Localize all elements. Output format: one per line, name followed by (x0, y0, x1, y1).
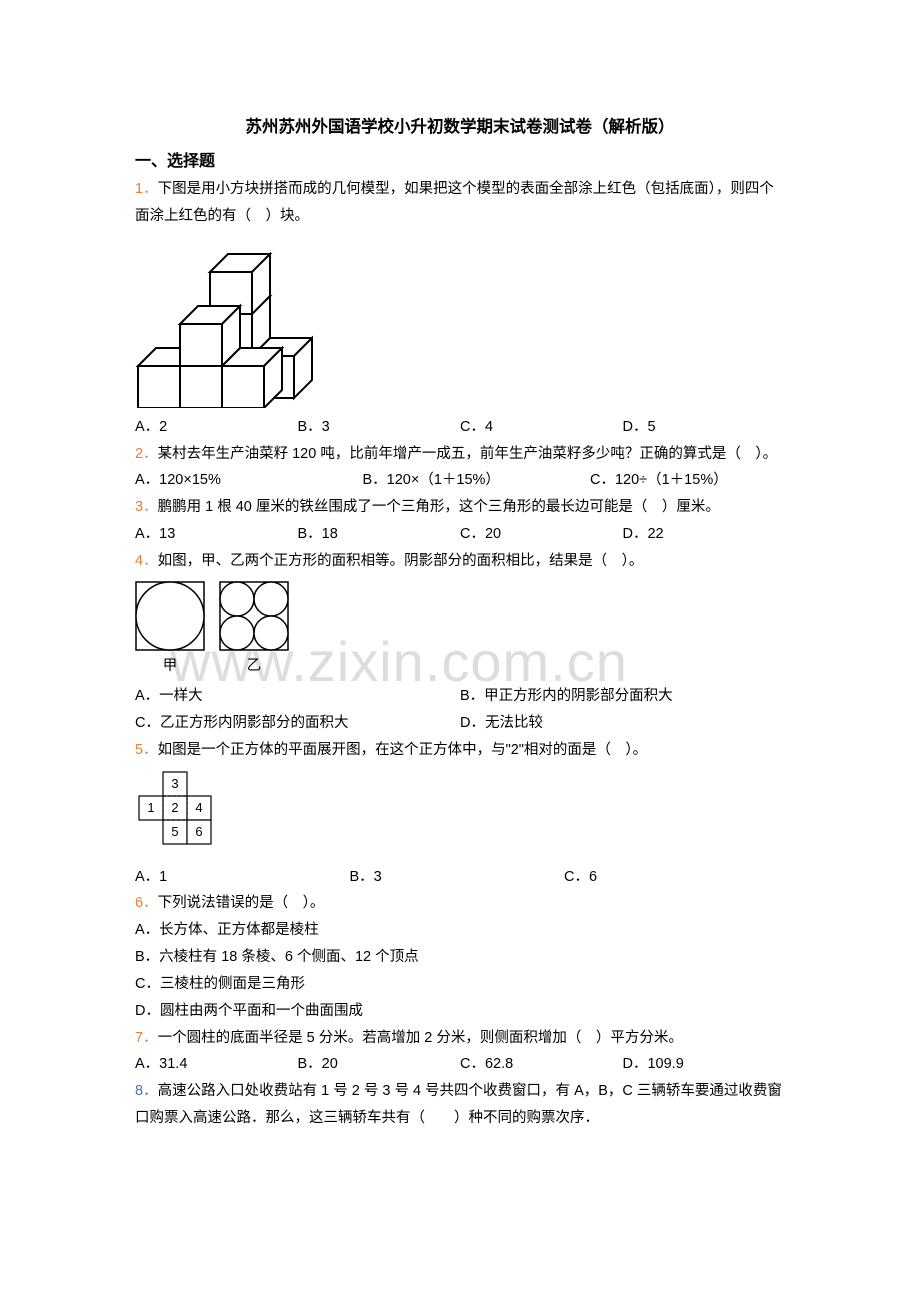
question-text: 如图，甲、乙两个正方形的面积相等。阴影部分的面积相比，结果是（ ）。 (158, 553, 644, 569)
page-title: 苏州苏州外国语学校小升初数学期末试卷测试卷（解析版） (135, 112, 785, 143)
cube-net: 3 1 2 4 5 6 (135, 770, 245, 848)
document-content: 苏州苏州外国语学校小升初数学期末试卷测试卷（解析版） 一、选择题 1．下图是用小… (135, 112, 785, 1132)
option-b: B．3 (298, 414, 461, 441)
question-number: 1． (135, 181, 158, 197)
question-number: 5． (135, 742, 158, 758)
options-row: A．一样大 B．甲正方形内的阴影部分面积大 (135, 683, 785, 710)
option-c: C．6 (564, 864, 779, 891)
option-b: B．甲正方形内的阴影部分面积大 (460, 683, 785, 710)
option-c: C．三棱柱的侧面是三角形 (135, 971, 785, 998)
question-7: 7．一个圆柱的底面半径是 5 分米。若高增加 2 分米，则侧面积增加（ ）平方分… (135, 1025, 785, 1079)
question-text: 下列说法错误的是（ ）。 (158, 895, 325, 911)
option-c: C．62.8 (460, 1051, 623, 1078)
label-yi: 乙 (219, 653, 289, 680)
square-yi (219, 581, 289, 651)
options-row: A．2 B．3 C．4 D．5 (135, 414, 785, 441)
question-4: 4．如图，甲、乙两个正方形的面积相等。阴影部分的面积相比，结果是（ ）。 甲 乙… (135, 548, 785, 737)
option-d: D．22 (623, 521, 786, 548)
square-jia (135, 581, 205, 651)
cubes-diagram (135, 236, 313, 408)
section-heading: 一、选择题 (135, 147, 785, 177)
option-a: A．一样大 (135, 683, 460, 710)
question-1: 1．下图是用小方块拼搭而成的几何模型，如果把这个模型的表面全部涂上红色（包括底面… (135, 176, 785, 440)
option-c: C．20 (460, 521, 623, 548)
svg-text:5: 5 (171, 824, 178, 839)
question-number: 7． (135, 1030, 158, 1046)
question-text: 下图是用小方块拼搭而成的几何模型，如果把这个模型的表面全部涂上红色（包括底面），… (135, 181, 774, 224)
options-row: A．1 B．3 C．6 (135, 864, 785, 891)
option-c: C．120÷（1＋15%） (590, 467, 785, 494)
question-text: 一个圆柱的底面半径是 5 分米。若高增加 2 分米，则侧面积增加（ ）平方分米。 (158, 1030, 683, 1046)
svg-text:4: 4 (195, 800, 202, 815)
cubes-figure (135, 236, 785, 408)
question-number: 8． (135, 1083, 158, 1099)
question-text: 高速公路入口处收费站有 1 号 2 号 3 号 4 号共四个收费窗口，有 A，B… (135, 1083, 782, 1126)
question-text: 鹏鹏用 1 根 40 厘米的铁丝围成了一个三角形，这个三角形的最长边可能是（ ）… (158, 499, 720, 515)
squares-figure (135, 581, 785, 651)
option-b: B．120×（1＋15%） (363, 467, 591, 494)
question-number: 6． (135, 895, 158, 911)
option-a: A．120×15% (135, 467, 363, 494)
question-number: 3． (135, 499, 158, 515)
option-a: A．长方体、正方体都是棱柱 (135, 917, 785, 944)
option-b: B．六棱柱有 18 条棱、6 个侧面、12 个顶点 (135, 944, 785, 971)
options-row: A．31.4 B．20 C．62.8 D．109.9 (135, 1051, 785, 1078)
options-row: A．120×15% B．120×（1＋15%） C．120÷（1＋15%） (135, 467, 785, 494)
svg-text:1: 1 (147, 800, 154, 815)
question-number: 2． (135, 446, 158, 462)
option-d: D．无法比较 (460, 710, 785, 737)
svg-text:3: 3 (171, 776, 178, 791)
question-text: 如图是一个正方体的平面展开图，在这个正方体中，与"2"相对的面是（ ）。 (158, 742, 648, 758)
option-a: A．1 (135, 864, 350, 891)
question-6: 6．下列说法错误的是（ ）。 A．长方体、正方体都是棱柱 B．六棱柱有 18 条… (135, 890, 785, 1024)
option-c: C．乙正方形内阴影部分的面积大 (135, 710, 460, 737)
option-c: C．4 (460, 414, 623, 441)
option-d: D．5 (623, 414, 786, 441)
svg-text:6: 6 (195, 824, 202, 839)
square-labels: 甲 乙 (135, 653, 785, 680)
svg-text:2: 2 (171, 800, 178, 815)
question-5: 5．如图是一个正方体的平面展开图，在这个正方体中，与"2"相对的面是（ ）。 3… (135, 737, 785, 890)
question-text: 某村去年生产油菜籽 120 吨，比前年增产一成五，前年生产油菜籽多少吨？正确的算… (158, 446, 778, 462)
question-number: 4． (135, 553, 158, 569)
option-d: D．圆柱由两个平面和一个曲面围成 (135, 998, 785, 1025)
question-3: 3．鹏鹏用 1 根 40 厘米的铁丝围成了一个三角形，这个三角形的最长边可能是（… (135, 494, 785, 548)
option-b: B．18 (298, 521, 461, 548)
options-row: C．乙正方形内阴影部分的面积大 D．无法比较 (135, 710, 785, 737)
option-a: A．13 (135, 521, 298, 548)
option-d: D．109.9 (623, 1051, 786, 1078)
option-b: B．20 (298, 1051, 461, 1078)
option-b: B．3 (350, 864, 565, 891)
cube-net-figure: 3 1 2 4 5 6 (135, 770, 785, 858)
label-jia: 甲 (135, 653, 205, 680)
options-row: A．13 B．18 C．20 D．22 (135, 521, 785, 548)
option-a: A．2 (135, 414, 298, 441)
option-a: A．31.4 (135, 1051, 298, 1078)
question-8: 8．高速公路入口处收费站有 1 号 2 号 3 号 4 号共四个收费窗口，有 A… (135, 1078, 785, 1132)
question-2: 2．某村去年生产油菜籽 120 吨，比前年增产一成五，前年生产油菜籽多少吨？正确… (135, 441, 785, 495)
